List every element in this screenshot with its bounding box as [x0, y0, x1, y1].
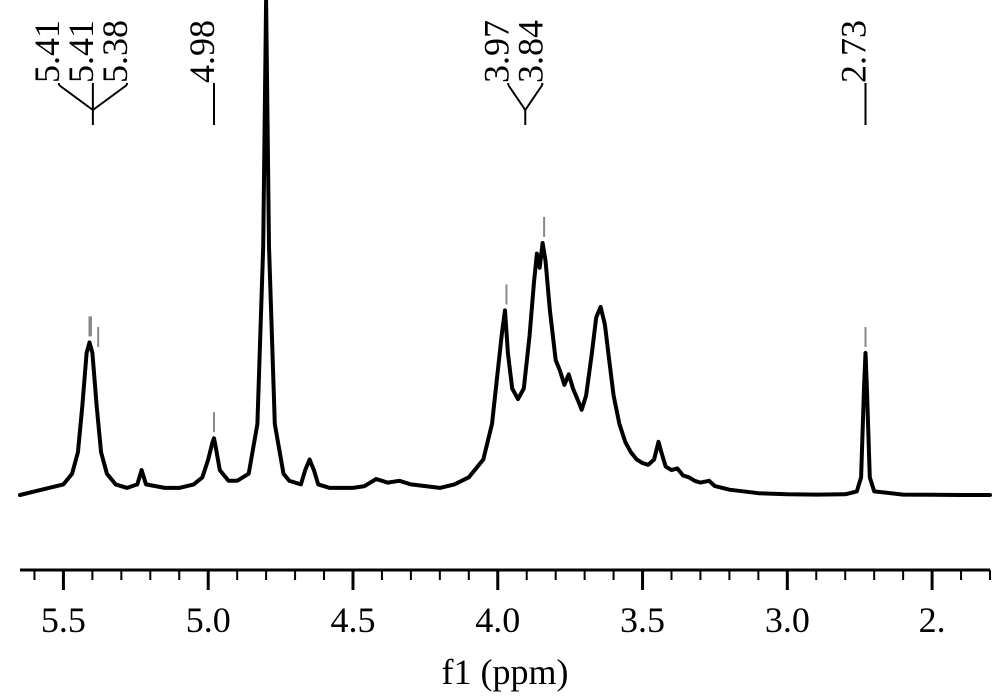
- x-tick-label: 3.0: [765, 600, 810, 640]
- x-tick-label: 4.5: [330, 600, 375, 640]
- x-tick-label: 5.5: [41, 600, 86, 640]
- peak-label-text: 4.98: [182, 20, 222, 83]
- peak-label-text: 5.38: [95, 20, 135, 83]
- x-tick-label: 3.5: [620, 600, 665, 640]
- x-axis-label: f1 (ppm): [442, 652, 569, 692]
- peak-label-text: 2.73: [833, 20, 873, 83]
- x-tick-label: 5.0: [186, 600, 231, 640]
- peak-label-text: 3.84: [510, 20, 550, 83]
- nmr-spectrum-chart: 5.55.04.54.03.53.02.f1 (ppm)5.415.415.38…: [0, 0, 1000, 699]
- x-tick-label: 2.: [919, 600, 946, 640]
- x-tick-label: 4.0: [475, 600, 520, 640]
